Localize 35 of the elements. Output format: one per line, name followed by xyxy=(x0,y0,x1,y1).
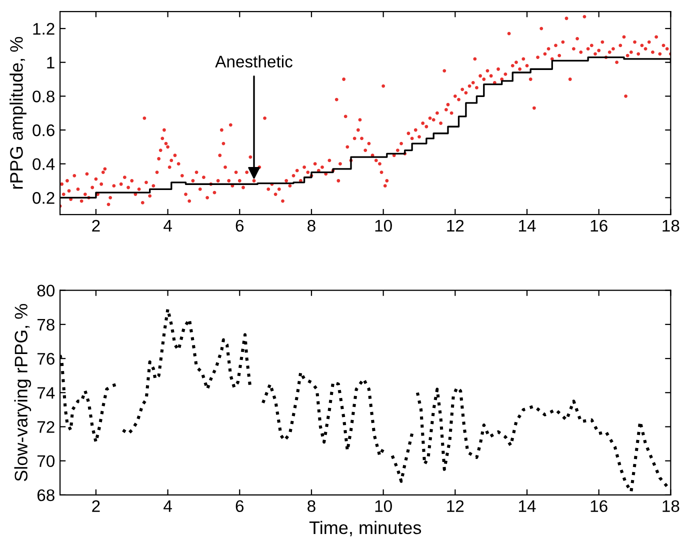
y-axis-title: Slow-varying rPPG, % xyxy=(14,304,32,482)
x-tick-label: 2 xyxy=(92,220,100,232)
x-tick-label: 18 xyxy=(662,220,680,232)
x-tick-label: 4 xyxy=(164,220,172,232)
x-tick-label: 6 xyxy=(236,500,244,512)
y-tick-label: 1.2 xyxy=(33,22,54,35)
y-tick-label: 0.4 xyxy=(32,158,55,170)
y-tick-label: 1 xyxy=(47,56,54,68)
x-tick-label: 8 xyxy=(308,220,316,232)
x-tick-label: 14 xyxy=(519,500,536,512)
x-tick-label: 10 xyxy=(375,500,392,512)
y-tick-label: 78 xyxy=(37,318,54,331)
x-tick-label: 18 xyxy=(662,500,680,512)
y-axis-title: rPPG amplitude, % xyxy=(10,36,26,189)
annotation: Anesthetic xyxy=(215,55,292,68)
x-tick-label: 16 xyxy=(590,220,608,232)
y-tick-label: 70 xyxy=(37,455,55,468)
x-tick-label: 2 xyxy=(92,500,100,512)
y-tick-label: 72 xyxy=(37,421,54,433)
x-tick-label: 4 xyxy=(164,500,172,512)
x-tick-label: 16 xyxy=(590,500,608,512)
x-tick-label: 12 xyxy=(447,500,464,512)
y-tick-label: 0.8 xyxy=(32,90,54,102)
y-tick-label: 0.6 xyxy=(32,124,54,136)
y-tick-label: 68 xyxy=(37,489,54,502)
x-tick-label: 8 xyxy=(308,500,316,512)
y-tick-label: 0.2 xyxy=(32,192,54,204)
y-tick-label: 74 xyxy=(37,387,55,399)
x-axis-title: Time, minutes xyxy=(309,520,422,536)
y-tick-label: 76 xyxy=(37,352,54,365)
x-tick-label: 12 xyxy=(447,220,464,232)
x-tick-label: 10 xyxy=(375,220,392,232)
x-tick-label: 14 xyxy=(519,220,536,232)
x-tick-label: 6 xyxy=(236,220,244,232)
y-tick-label: 80 xyxy=(37,284,55,297)
